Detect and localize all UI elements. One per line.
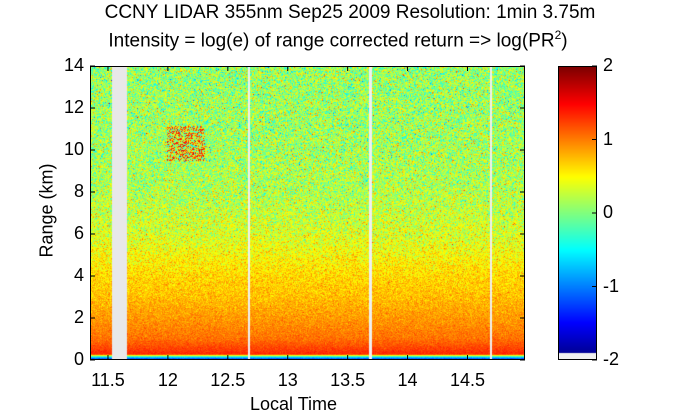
x-tick-label: 12.5	[203, 370, 253, 391]
y-tick-label: 14	[34, 55, 84, 76]
colorbar-tick-label: 0	[603, 202, 613, 223]
y-tick-label: 4	[34, 265, 84, 286]
y-axis-label: Range (km)	[37, 156, 58, 266]
colorbar-tick-label: -1	[603, 276, 619, 297]
heatmap-plot-area	[90, 66, 525, 360]
colorbar-tick-label: -2	[603, 349, 619, 370]
colorbar	[558, 66, 597, 360]
x-tick-label: 13	[263, 370, 313, 391]
colorbar-tick-label: 1	[603, 129, 613, 150]
y-tick-label: 0	[34, 349, 84, 370]
x-tick-label: 14.5	[442, 370, 492, 391]
heatmap-cells	[91, 67, 524, 359]
y-tick-label: 12	[34, 97, 84, 118]
x-axis-label: Local Time	[250, 394, 337, 415]
colorbar-gradient	[559, 67, 596, 359]
x-tick-label: 12	[143, 370, 193, 391]
subtitle-end: )	[561, 30, 567, 51]
subtitle-text: Intensity = log(e) of range corrected re…	[108, 30, 554, 51]
chart-title: CCNY LIDAR 355nm Sep25 2009 Resolution: …	[0, 2, 700, 24]
colorbar-tick-label: 2	[603, 55, 613, 76]
x-tick-label: 11.5	[83, 370, 133, 391]
y-tick-label: 2	[34, 307, 84, 328]
x-tick-label: 13.5	[323, 370, 373, 391]
chart-subtitle: Intensity = log(e) of range corrected re…	[38, 28, 638, 52]
x-tick-label: 14	[383, 370, 433, 391]
